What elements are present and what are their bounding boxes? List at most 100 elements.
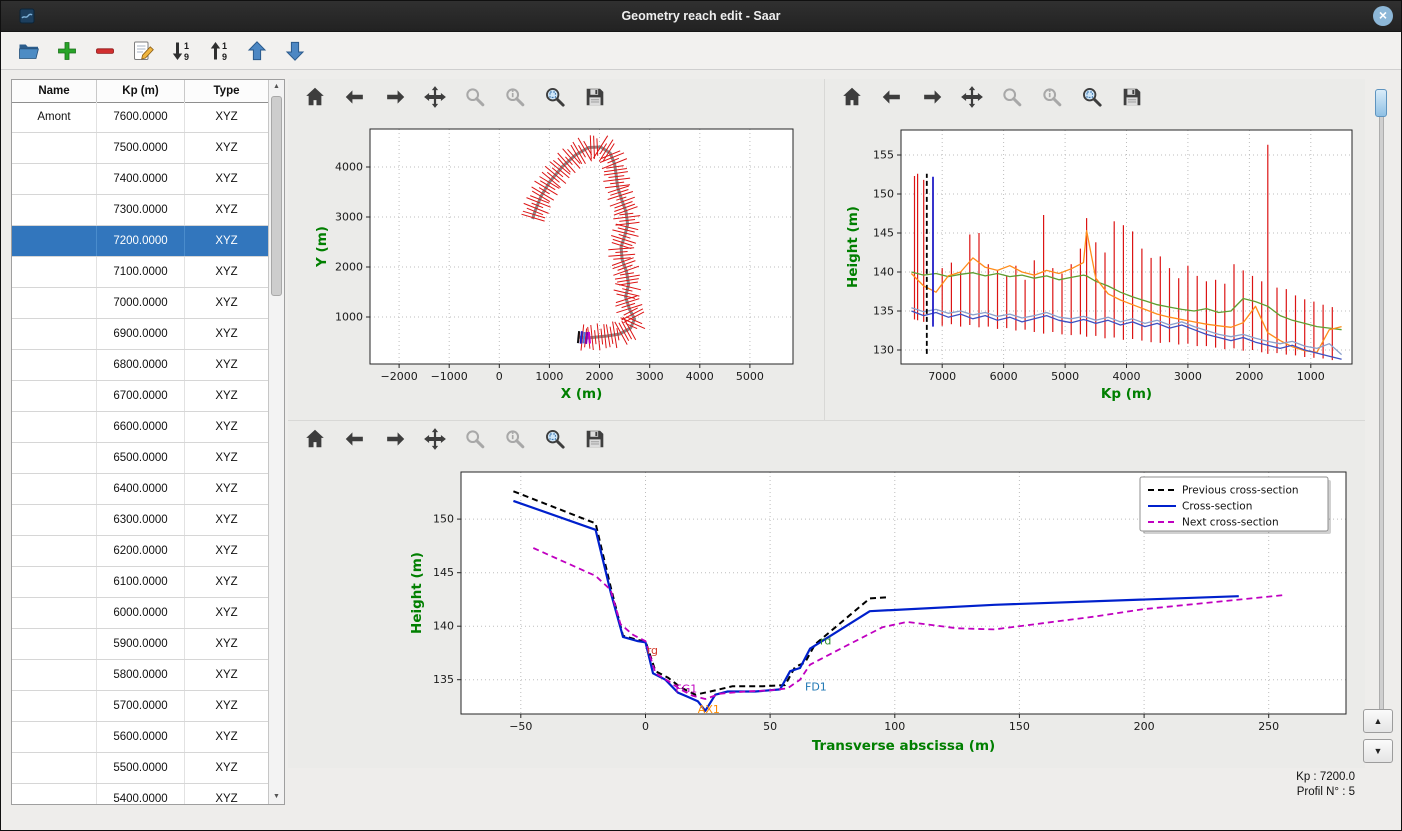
long-pan-button[interactable]	[959, 84, 987, 110]
table-row[interactable]: 5700.0000 XYZ	[12, 691, 269, 722]
cross-back-button[interactable]	[342, 426, 370, 452]
cross-zoom-button[interactable]	[462, 426, 490, 452]
plan-view-figure[interactable]: −2000 −1000 0 1000 2000 3000 4000 5000 1000 2000 3…	[288, 115, 824, 420]
svg-text:AX1: AX1	[698, 703, 720, 716]
column-header-kp[interactable]: Kp (m)	[97, 80, 185, 102]
long-forward-button[interactable]	[919, 84, 947, 110]
table-row[interactable]: 6200.0000 XYZ	[12, 536, 269, 567]
table-row[interactable]: 6800.0000 XYZ	[12, 350, 269, 381]
svg-text:Cross-section: Cross-section	[1182, 501, 1252, 513]
cell-type: XYZ	[185, 102, 269, 132]
long-zoom-info-button[interactable]	[1039, 84, 1067, 110]
long-zoom-rect-button[interactable]	[1079, 84, 1107, 110]
plan-forward-button[interactable]	[382, 84, 410, 110]
svg-text:0: 0	[496, 370, 503, 383]
plan-zoom-info-button[interactable]	[502, 84, 530, 110]
move-down-button[interactable]	[281, 37, 309, 65]
plan-zoom-rect-button[interactable]	[542, 84, 570, 110]
table-row[interactable]: 6000.0000 XYZ	[12, 598, 269, 629]
svg-text:Y (m): Y (m)	[314, 226, 330, 268]
table-row[interactable]: 7200.0000 XYZ	[12, 226, 269, 257]
table-row[interactable]: 5600.0000 XYZ	[12, 722, 269, 753]
long-zoom-button[interactable]	[999, 84, 1027, 110]
column-header-type[interactable]: Type	[185, 80, 269, 102]
table-row[interactable]: 6900.0000 XYZ	[12, 319, 269, 350]
table-row[interactable]: 6100.0000 XYZ	[12, 567, 269, 598]
open-folder-icon	[19, 44, 39, 59]
titlebar[interactable]: Geometry reach edit - Saar ×	[1, 1, 1401, 32]
plan-back-button[interactable]	[342, 84, 370, 110]
svg-text:Height (m): Height (m)	[845, 206, 861, 288]
remove-button[interactable]	[91, 37, 119, 65]
move-up-icon	[247, 40, 267, 60]
cross-zoom-rect-button[interactable]	[542, 426, 570, 452]
long-home-button[interactable]	[839, 84, 867, 110]
table-row[interactable]: 6700.0000 XYZ	[12, 381, 269, 412]
scroll-down-icon[interactable]: ▼	[273, 793, 280, 800]
cross-forward-button[interactable]	[382, 426, 410, 452]
table-scrollbar[interactable]: ▲ ▼	[268, 80, 284, 804]
table-row[interactable]: 5800.0000 XYZ	[12, 660, 269, 691]
plan-zoom-button[interactable]	[462, 84, 490, 110]
save-icon	[586, 88, 604, 106]
plan-home-button[interactable]	[302, 84, 330, 110]
cross-home-button[interactable]	[302, 426, 330, 452]
scroll-up-icon[interactable]: ▲	[273, 83, 280, 90]
close-button[interactable]: ×	[1373, 6, 1393, 26]
table-row[interactable]: 7100.0000 XYZ	[12, 257, 269, 288]
svg-text:3000: 3000	[1174, 370, 1202, 383]
cross-pan-button[interactable]	[422, 426, 450, 452]
scrollbar-thumb[interactable]	[271, 96, 282, 296]
cell-kp: 6600.0000	[97, 412, 185, 442]
plan-pan-button[interactable]	[422, 84, 450, 110]
long-back-button[interactable]	[879, 84, 907, 110]
cross-zoom-info-button[interactable]	[502, 426, 530, 452]
table-row[interactable]: 5900.0000 XYZ	[12, 629, 269, 660]
table-row[interactable]: 7300.0000 XYZ	[12, 195, 269, 226]
zoom-icon	[1003, 88, 1022, 107]
table-row[interactable]: 7000.0000 XYZ	[12, 288, 269, 319]
table-row[interactable]: 6500.0000 XYZ	[12, 443, 269, 474]
cell-kp: 7300.0000	[97, 195, 185, 225]
cross-save-button[interactable]	[582, 426, 610, 452]
slider-handle[interactable]	[1375, 89, 1387, 117]
longitudinal-profile-figure[interactable]: 7000 6000 5000 4000 3000 2000 1000 130 135 140 145…	[825, 115, 1365, 420]
column-header-name[interactable]: Name	[12, 80, 97, 102]
svg-text:rd: rd	[820, 634, 831, 647]
cell-kp: 7200.0000	[97, 226, 185, 256]
table-row[interactable]: Amont 7600.0000 XYZ	[12, 102, 269, 133]
cell-kp: 5800.0000	[97, 660, 185, 690]
table-row[interactable]: 5500.0000 XYZ	[12, 753, 269, 784]
cross-section-figure[interactable]: −50 0 50 100 150 200 250 135 140 145 150 Transverse…	[288, 457, 1365, 766]
table-row[interactable]: 5400.0000 XYZ	[12, 784, 269, 804]
table-row[interactable]: 6600.0000 XYZ	[12, 412, 269, 443]
cell-type: XYZ	[185, 474, 269, 504]
plan-save-button[interactable]	[582, 84, 610, 110]
table-row[interactable]: 7500.0000 XYZ	[12, 133, 269, 164]
edit-button[interactable]	[129, 37, 157, 65]
long-save-button[interactable]	[1119, 84, 1147, 110]
add-button[interactable]	[53, 37, 81, 65]
pan-icon	[961, 86, 983, 108]
svg-text:9: 9	[222, 52, 227, 62]
table-row[interactable]: 6300.0000 XYZ	[12, 505, 269, 536]
open-button[interactable]	[15, 37, 43, 65]
cell-type: XYZ	[185, 567, 269, 597]
next-profile-button[interactable]: ▼	[1363, 739, 1393, 763]
vertical-divider	[824, 79, 825, 420]
cell-kp: 5700.0000	[97, 691, 185, 721]
table-row[interactable]: 7400.0000 XYZ	[12, 164, 269, 195]
cell-name	[12, 226, 97, 256]
previous-profile-button[interactable]: ▲	[1363, 709, 1393, 733]
svg-text:0: 0	[642, 720, 649, 733]
cross-section-table: Name Kp (m) Type Amont 7600.0000 XYZ 7500.0…	[11, 79, 285, 805]
window-title: Geometry reach edit - Saar	[621, 9, 781, 23]
move-up-button[interactable]	[243, 37, 271, 65]
longitudinal-toolbar	[825, 79, 1365, 115]
table-row[interactable]: 6400.0000 XYZ	[12, 474, 269, 505]
add-icon	[58, 41, 76, 60]
profile-slider[interactable]	[1375, 89, 1387, 713]
